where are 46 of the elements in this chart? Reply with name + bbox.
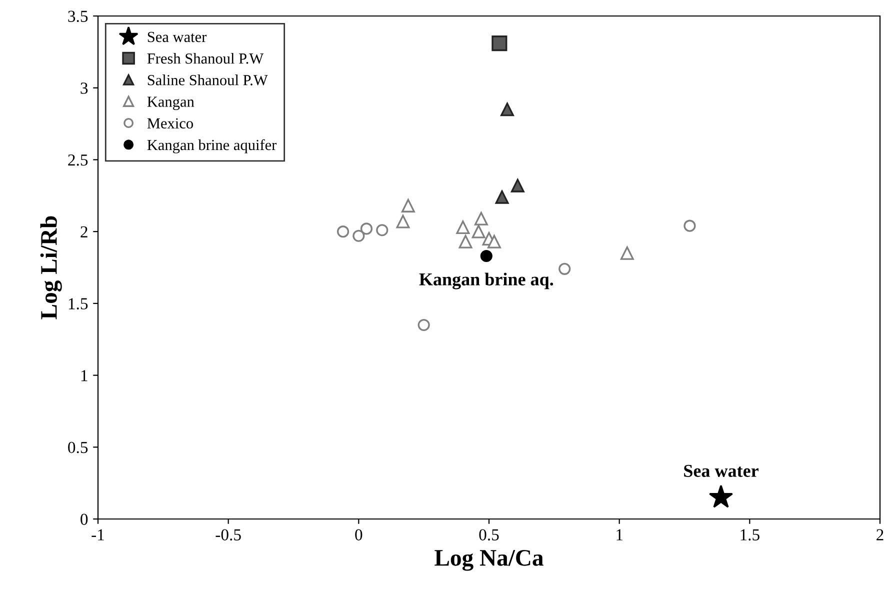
x-tick-label: 1.5 [740, 529, 760, 541]
x-tick-label: -1 [92, 529, 104, 540]
point [510, 178, 524, 192]
legend-label: Sea water [148, 32, 207, 42]
point [620, 246, 634, 260]
legend-label: Fresh Shanoul P.W [147, 52, 264, 64]
x-tick-label: 0.5 [479, 529, 499, 541]
x-axis-title: Log Na/Ca [434, 550, 544, 571]
y-tick-label: 1.5 [68, 298, 88, 310]
y-tick-label: 0 [80, 514, 88, 525]
y-tick-label: 2.5 [68, 154, 88, 166]
point [487, 234, 501, 248]
point [458, 234, 472, 248]
point [418, 318, 430, 332]
point [456, 220, 470, 234]
point [558, 262, 571, 275]
point [474, 212, 488, 226]
y-tick-label: 0.5 [68, 442, 88, 454]
point [492, 36, 508, 52]
point [352, 230, 365, 242]
legend-label: Mexico [147, 118, 193, 129]
point [708, 484, 734, 508]
x-tick-label: 2 [876, 529, 884, 540]
legend-label: Kangan brine aquifer [147, 139, 277, 154]
point [376, 224, 388, 236]
legend-label: Kangan [147, 96, 194, 110]
point [360, 222, 373, 235]
point [336, 226, 350, 238]
point [684, 220, 696, 232]
y-tick-label: 1 [81, 370, 88, 382]
x-tick-label: 0 [355, 529, 362, 540]
annotation: Sea water [684, 464, 758, 477]
point [401, 198, 415, 212]
x-tick-label: -0.5 [216, 529, 241, 541]
legend-label: Saline Shanoul P.W [148, 74, 268, 86]
x-tick-label: 1 [616, 529, 622, 540]
y-tick-label: 3.5 [68, 10, 88, 22]
annotation: Kangan brine aq. [419, 272, 554, 290]
point [480, 250, 492, 262]
y-axis-title: Log Li/Rb [40, 216, 62, 320]
y-tick-label: 3 [80, 82, 88, 94]
point [495, 190, 509, 204]
y-tick-label: 2 [80, 226, 88, 238]
point [472, 224, 486, 238]
point [500, 102, 514, 116]
point [396, 214, 410, 228]
